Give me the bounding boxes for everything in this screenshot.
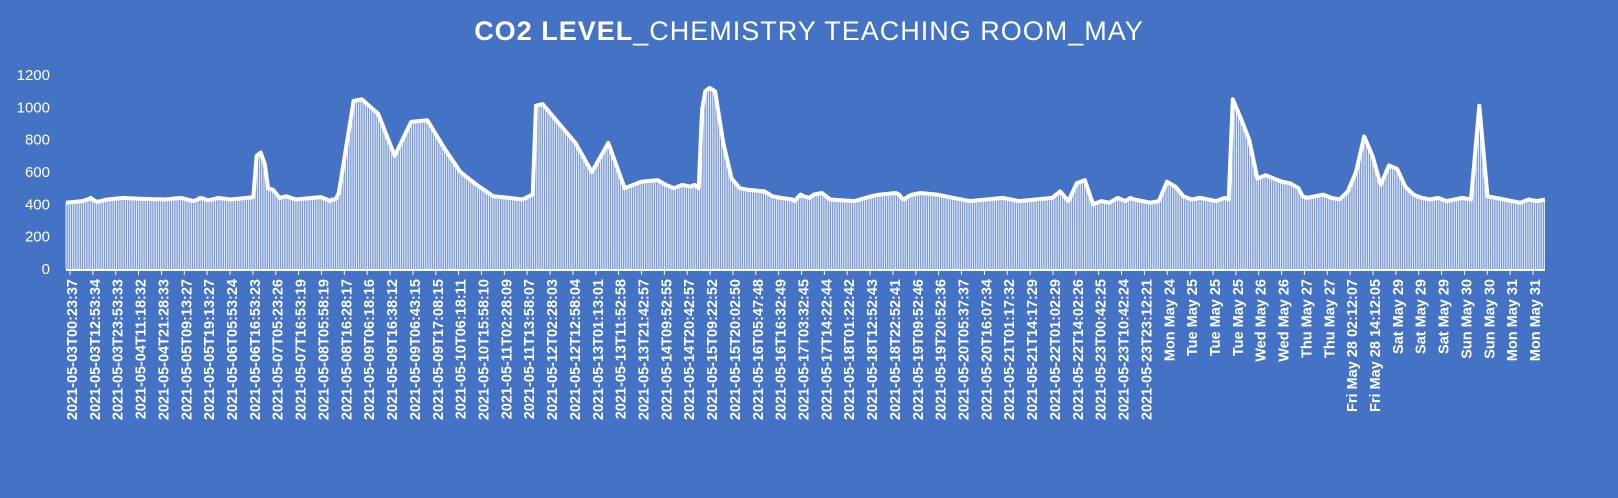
y-tick-label: 200 [25,229,50,246]
x-tick-label: 2021-05-23T23:12:21 [1139,279,1155,420]
y-tick-label: 0 [42,261,50,278]
x-tick-label: 2021-05-13T21:42:57 [636,279,652,420]
x-tick-label: 2021-05-09T06:43:15 [408,279,424,420]
x-tick-label: 2021-05-07T16:53:19 [294,279,310,420]
data-area [66,87,1545,270]
chart-title-bold: CO2 LEVEL [474,16,634,46]
x-tick-label: 2021-05-06T05:53:24 [225,279,241,420]
x-axis-group [66,269,1545,275]
x-tick-label: Wed May 26 [1254,279,1270,362]
x-tick-label: 2021-05-16T16:32:49 [774,279,790,420]
x-tick-label: 2021-05-23T00:42:25 [1094,279,1110,420]
x-tick-label: Tue May 25 [1231,279,1247,356]
x-tick-label: 2021-05-08T16:28:17 [339,279,355,420]
x-tick-label: 2021-05-13T01:13:01 [591,279,607,420]
x-tick-label: 2021-05-14T20:42:57 [682,279,698,420]
x-tick-label: 2021-05-15T09:22:52 [705,279,721,420]
x-tick-label: 2021-05-04T21:28:33 [156,279,172,420]
x-tick-label: 2021-05-13T11:52:58 [614,279,630,419]
x-tick-label: 2021-05-19T20:52:36 [934,279,950,420]
x-tick-label: 2021-05-09T16:38:12 [385,279,401,420]
x-tick-label: 2021-05-21T14:17:29 [1025,279,1041,420]
y-tick-label: 400 [25,196,50,213]
x-tick-label: 2021-05-20T16:07:34 [979,279,995,420]
x-tick-label: 2021-05-12T02:28:03 [545,279,561,420]
x-tick-label: 2021-05-17T03:32:45 [797,279,813,420]
x-tick-label: Mon May 31 [1505,279,1521,361]
x-tick-label: 2021-05-07T05:23:26 [271,279,287,420]
y-axis-ticks: 0 200 400 600 800 1000 1200 [17,67,50,278]
x-tick-label: Fri May 28 14:12:05 [1368,279,1384,412]
x-tick-label: Sat May 29 [1437,279,1453,354]
x-tick-label: Thu May 27 [1322,279,1338,358]
x-tick-label: 2021-05-23T10:42:24 [1117,279,1133,420]
x-tick-label: Tue May 25 [1185,279,1201,356]
x-axis-tick-labels: 2021-05-03T00:23:37 2021-05-03T12:53:34 20… [65,279,1544,420]
x-tick-label: 2021-05-19T09:52:46 [911,279,927,420]
x-tick-label: 2021-05-18T12:52:43 [865,279,881,420]
data-line-group [65,85,1546,270]
x-tick-label: 2021-05-20T05:37:37 [957,279,973,420]
x-tick-label: 2021-05-18T22:52:41 [888,279,904,420]
x-tick-label: 2021-05-10T15:58:10 [476,279,492,420]
x-tick-label: Sun May 30 [1482,279,1498,359]
x-tick-label: Mon May 24 [1162,279,1178,361]
x-tick-label: 2021-05-03T00:23:37 [65,279,81,420]
x-tick-label: Mon May 31 [1528,279,1544,361]
x-tick-label: 2021-05-05T09:13:27 [179,279,195,420]
x-tick-label: 2021-05-11T13:58:07 [522,279,538,419]
x-tick-label: 2021-05-08T05:58:19 [316,279,332,420]
chart-title-rest: _CHEMISTRY TEACHING ROOM_MAY [633,16,1144,46]
x-tick-label: Sat May 29 [1391,279,1407,354]
data-bars [65,88,1545,269]
x-tick-label: 2021-05-21T01:17:32 [1002,279,1018,420]
x-tick-label: 2021-05-11T02:28:09 [499,279,515,419]
x-tick-label: 2021-05-12T12:58:04 [568,279,584,420]
x-tick-label: 2021-05-17T14:22:44 [819,279,835,420]
x-tick-label: 2021-05-05T19:13:27 [202,279,218,420]
x-tick-label: 2021-05-03T12:53:34 [88,279,104,420]
x-tick-label: Fri May 28 02:12:07 [1345,279,1361,412]
x-tick-label: 2021-05-03T23:53:33 [111,279,127,420]
x-tick-label: 2021-05-16T05:47:48 [751,279,767,420]
chart-title: CO2 LEVEL_CHEMISTRY TEACHING ROOM_MAY [0,16,1618,47]
x-tick-label: 2021-05-15T20:02:50 [728,279,744,420]
y-tick-label: 1200 [17,67,50,84]
x-tick-label: 2021-05-22T14:02:26 [1071,279,1087,420]
x-tick-label: Thu May 27 [1299,279,1315,358]
y-tick-label: 800 [25,132,50,149]
x-tick-label: 2021-05-09T06:18:16 [362,279,378,420]
x-tick-label: 2021-05-14T09:52:55 [659,279,675,420]
x-tick-label: Sun May 30 [1459,279,1475,359]
x-tick-label: 2021-05-04T11:18:32 [134,279,150,419]
x-tick-label: 2021-05-22T01:02:29 [1048,279,1064,420]
x-tick-label: Tue May 25 [1208,279,1224,356]
y-tick-label: 600 [25,164,50,181]
x-tick-label: 2021-05-18T01:22:42 [842,279,858,420]
x-tick-label: Sat May 29 [1414,279,1430,354]
y-tick-label: 1000 [17,99,50,116]
x-tick-label: 2021-05-09T17:08:15 [431,279,447,420]
data-line [65,85,1546,207]
x-tick-label: 2021-05-10T06:18:11 [454,279,470,419]
x-tick-label: Wed May 26 [1277,279,1293,362]
x-tick-label: 2021-05-06T16:53:23 [248,279,264,420]
